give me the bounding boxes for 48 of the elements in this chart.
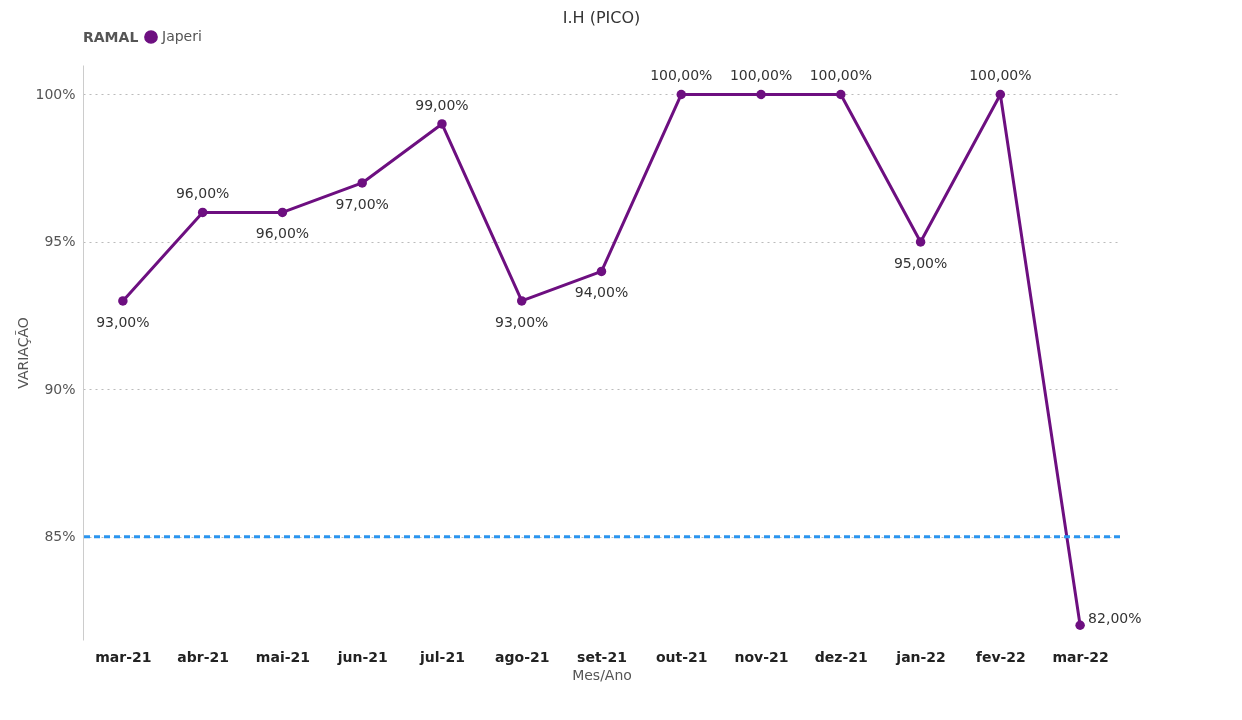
point <box>277 207 288 218</box>
point <box>118 296 128 306</box>
x-tick-label: abr-21 <box>177 648 229 665</box>
x-tick-label: ago-21 <box>495 648 550 665</box>
data-label: 96,00% <box>255 225 310 242</box>
data-label: 100,00% <box>809 67 872 84</box>
y-tick-label: 95% <box>44 233 76 250</box>
x-tick-label: jan-22 <box>895 648 946 665</box>
x-tick-label: mai-21 <box>255 648 310 665</box>
x-tick-label: nov-21 <box>734 648 789 665</box>
point <box>995 89 1006 100</box>
legend-title: RAMAL <box>83 29 139 45</box>
data-label: 82,00% <box>1088 610 1142 627</box>
x-tick-label: dez-21 <box>814 648 868 665</box>
data-label: 97,00% <box>335 195 389 212</box>
data-label: 93,00% <box>96 313 150 330</box>
x-tick-label: set-21 <box>577 648 627 665</box>
x-tick-label: mar-22 <box>1052 648 1109 665</box>
point <box>516 296 527 306</box>
data-label: 99,00% <box>415 96 469 113</box>
data-label: 95,00% <box>893 254 948 271</box>
point <box>756 89 766 100</box>
x-tick-label: fev-22 <box>975 648 1026 665</box>
data-label: 100,00% <box>729 67 793 84</box>
point <box>197 207 208 218</box>
data-label: 100,00% <box>650 67 713 84</box>
y-tick-label: 85% <box>44 528 76 545</box>
y-axis-title: VARIAÇÃO <box>15 317 32 389</box>
point <box>596 266 607 277</box>
y-tick-label: 90% <box>44 380 76 397</box>
legend-label: Japeri <box>161 28 202 44</box>
point <box>836 89 846 100</box>
x-tick-label: mar-21 <box>95 648 152 665</box>
data-label: 96,00% <box>175 185 230 202</box>
data-label: 94,00% <box>574 284 629 301</box>
x-tick-label: out-21 <box>655 648 708 665</box>
point <box>437 119 447 129</box>
point <box>357 178 367 188</box>
data-label: 93,00% <box>495 313 549 330</box>
point <box>676 89 687 100</box>
x-tick-label: jun-21 <box>336 648 388 665</box>
point <box>1075 620 1085 630</box>
data-label: 100,00% <box>969 67 1032 84</box>
x-axis-title: Mes/Ano <box>572 666 632 683</box>
point <box>915 237 926 247</box>
x-tick-label: jul-21 <box>419 648 465 665</box>
chart-title: I.H (PICO) <box>562 8 641 27</box>
y-tick-label: 100% <box>35 85 76 102</box>
